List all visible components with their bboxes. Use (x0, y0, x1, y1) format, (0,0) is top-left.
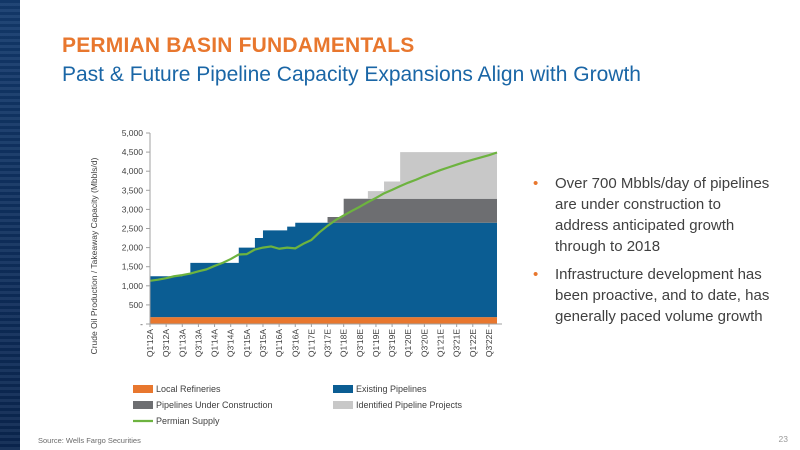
area-pipelines-under-construction (150, 198, 497, 277)
legend-item-pipelines-under-construction: Pipelines Under Construction (133, 400, 273, 410)
area-existing-pipelines (150, 222, 497, 318)
bullet-text: Infrastructure development has been proa… (555, 266, 770, 325)
x-tick-label: Q1'18E (339, 329, 349, 357)
x-tick-labels: Q1'12A Q3'12A Q1'13A Q3'13A Q1'14A Q3'14A Q1'1… (145, 329, 494, 357)
y-tick-label: 2,500 (122, 224, 144, 234)
legend-label: Existing Pipelines (356, 384, 427, 394)
supply-line-layer (149, 151, 498, 282)
legend-label: Pipelines Under Construction (156, 400, 273, 410)
x-tick-label: Q1'15A (242, 329, 252, 357)
x-tick-label: Q1'21E (436, 329, 446, 357)
x-tick-label: Q3'14A (226, 329, 236, 357)
chart-legend: Local Refineries Existing Pipelines Pipeli… (133, 384, 463, 426)
page-subtitle: Past & Future Pipeline Capacity Expansio… (62, 63, 641, 86)
legend-label: Identified Pipeline Projects (356, 400, 463, 410)
line-permian-supply (149, 151, 498, 282)
y-tick-label: 1,500 (122, 262, 144, 272)
page-number: 23 (778, 434, 788, 444)
legend-swatch (133, 385, 153, 393)
legend-swatch (133, 401, 153, 409)
area-identified-pipeline-projects (150, 152, 497, 277)
y-tick-label: 1,000 (122, 281, 144, 291)
y-tick-label: 3,500 (122, 185, 144, 195)
x-tick-label: Q1'14A (210, 329, 220, 357)
y-tick-label: 4,000 (122, 166, 144, 176)
legend-label: Local Refineries (156, 384, 221, 394)
x-tick-label: Q3'20E (419, 329, 429, 357)
bullet-marker: • (533, 266, 539, 283)
legend-label: Permian Supply (156, 416, 220, 426)
x-tick-label: Q3'16A (290, 329, 300, 357)
x-tick-label: Q3'12A (161, 329, 171, 357)
bullet-list: • Over 700 Mbbls/day of pipelines are un… (533, 173, 773, 334)
x-tick-label: Q3'13A (193, 329, 203, 357)
x-tick-label: Q1'13A (177, 329, 187, 357)
legend-swatch (333, 401, 353, 409)
x-tick-label: Q3'21E (452, 329, 462, 357)
area-layers (150, 152, 497, 324)
x-tick-label: Q1'12A (145, 329, 155, 357)
page-title: PERMIAN BASIN FUNDAMENTALS (62, 34, 415, 57)
x-tick-label: Q1'20E (403, 329, 413, 357)
x-tick-label: Q1'19E (371, 329, 381, 357)
x-tick-label: Q3'22E (484, 329, 494, 357)
legend-item-identified-pipeline-projects: Identified Pipeline Projects (333, 400, 463, 410)
legend-item-permian-supply: Permian Supply (133, 416, 220, 426)
legend-item-existing-pipelines: Existing Pipelines (333, 384, 427, 394)
y-tick-label: 5,000 (122, 128, 144, 138)
bullet-marker: • (533, 175, 539, 192)
y-tick-label: 3,000 (122, 204, 144, 214)
chart-axes (146, 132, 502, 327)
y-tick-label: - (140, 319, 143, 329)
y-tick-label: 500 (129, 300, 143, 310)
x-tick-label: Q1'17E (306, 329, 316, 357)
y-tick-label: 4,500 (122, 147, 144, 157)
y-tick-labels: - 500 1,000 1,500 2,000 2,500 3,000 3,500 4,000 4… (122, 128, 144, 329)
y-axis-label: Crude Oil Production / Takeaway Capacity… (89, 157, 99, 354)
x-tick-label: Q3'15A (258, 329, 268, 357)
source-note: Source: Wells Fargo Securities (38, 436, 141, 445)
legend-item-local-refineries: Local Refineries (133, 384, 221, 394)
x-tick-label: Q3'19E (387, 329, 397, 357)
x-tick-label: Q3'18E (355, 329, 365, 357)
x-tick-label: Q3'17E (323, 329, 333, 357)
x-tick-label: Q1'16A (274, 329, 284, 357)
x-tick-label: Q1'22E (468, 329, 478, 357)
area-local-refineries (150, 317, 497, 324)
bullet-item: • Infrastructure development has been pr… (533, 264, 773, 327)
legend-swatch (333, 385, 353, 393)
y-tick-label: 2,000 (122, 243, 144, 253)
bullet-item: • Over 700 Mbbls/day of pipelines are un… (533, 173, 773, 257)
bullet-text: Over 700 Mbbls/day of pipelines are unde… (555, 175, 770, 255)
sidebar-decoration (0, 0, 20, 450)
